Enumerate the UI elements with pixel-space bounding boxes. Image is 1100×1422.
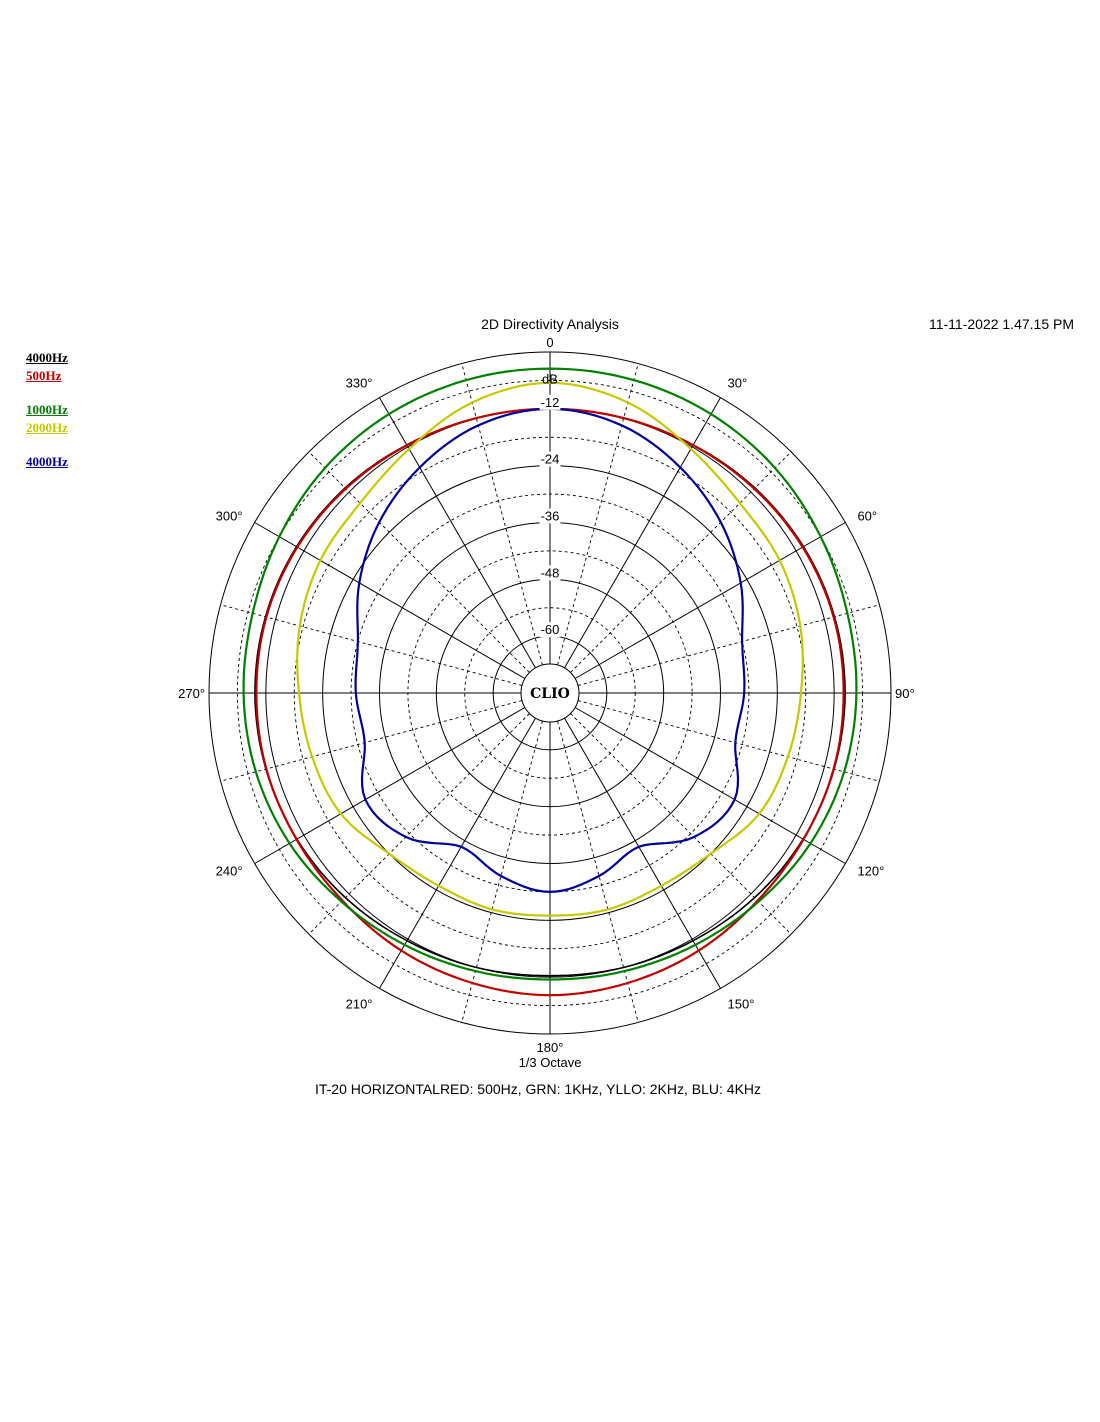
angle-label-180: 180° bbox=[537, 1040, 564, 1055]
grid-spoke bbox=[254, 522, 526, 679]
timestamp: 11-11-2022 1.47.15 PM bbox=[928, 316, 1074, 332]
radial-tick-label: -36 bbox=[541, 509, 560, 524]
grid-spoke bbox=[220, 604, 523, 686]
angle-label-270: 270° bbox=[178, 686, 205, 701]
chart-caption: IT-20 HORIZONTALRED: 500Hz, GRN: 1KHz, Y… bbox=[314, 1081, 762, 1097]
chart-title: 2D Directivity Analysis bbox=[481, 316, 619, 332]
grid-spoke bbox=[254, 707, 526, 864]
grid-spoke bbox=[577, 604, 880, 686]
series-curve-1000hz-2 bbox=[242, 367, 858, 981]
angle-label-240: 240° bbox=[216, 864, 243, 879]
grid-spoke bbox=[574, 707, 846, 864]
radial-tick-label-bg bbox=[539, 565, 561, 581]
legend-item-1000hz: 1000Hz bbox=[26, 402, 68, 417]
radial-tick-label-bg bbox=[539, 451, 561, 467]
angle-label-60: 60° bbox=[857, 509, 877, 524]
grid-spoke bbox=[308, 451, 530, 673]
resolution-label: 1/3 Octave bbox=[518, 1055, 582, 1070]
radial-tick-label: -24 bbox=[541, 452, 560, 467]
angle-label-30: 30° bbox=[728, 376, 748, 391]
legend-item-4000hz-blue: 4000Hz bbox=[26, 454, 68, 469]
angle-label-210: 210° bbox=[346, 996, 373, 1011]
radial-tick-labels: 0 -12 -24 -36 -48 -60 dB bbox=[539, 335, 561, 638]
radial-tick-label-bg bbox=[539, 394, 561, 410]
grid-spoke bbox=[570, 451, 792, 673]
radial-tick-label: -12 bbox=[541, 395, 560, 410]
angle-label-150: 150° bbox=[728, 996, 755, 1011]
angle-tick-labels: 30° 60° 90° 120° 150° 180° 210° 240° 270° 300° 330… bbox=[178, 376, 915, 1055]
legend-item-2000hz: 2000Hz bbox=[26, 420, 68, 435]
radial-tick-label: -60 bbox=[541, 622, 560, 637]
grid-spoke bbox=[574, 522, 846, 679]
grid-spoke bbox=[461, 363, 543, 666]
grid-spoke bbox=[557, 363, 639, 666]
grid-spoke bbox=[379, 397, 536, 669]
series-curve-2000hz-3 bbox=[296, 381, 804, 917]
angle-label-330: 330° bbox=[346, 376, 373, 391]
grid-spoke bbox=[564, 397, 721, 669]
radial-unit-label: dB bbox=[542, 371, 558, 386]
grid-spoke bbox=[379, 717, 536, 989]
radial-tick-label: 0 bbox=[546, 335, 553, 350]
angle-label-120: 120° bbox=[857, 864, 884, 879]
clio-logo: CLIO bbox=[520, 663, 580, 723]
logo-text: CLIO bbox=[530, 686, 570, 702]
legend-item-4000hz-black: 4000Hz bbox=[26, 350, 68, 365]
radial-tick-label: -48 bbox=[541, 565, 560, 580]
grid-spoke bbox=[220, 700, 523, 782]
series-curve-4000hz-4 bbox=[354, 407, 746, 894]
radial-tick-label-bg bbox=[539, 622, 561, 638]
grid-spoke bbox=[577, 700, 880, 782]
angle-label-90: 90° bbox=[895, 686, 915, 701]
legend-item-500hz: 500Hz bbox=[26, 368, 62, 383]
grid-spoke bbox=[564, 717, 721, 989]
angle-label-300: 300° bbox=[216, 509, 243, 524]
data-curves bbox=[242, 367, 858, 997]
radial-tick-label-bg bbox=[539, 508, 561, 524]
series-curve-500hz-1 bbox=[255, 407, 845, 997]
